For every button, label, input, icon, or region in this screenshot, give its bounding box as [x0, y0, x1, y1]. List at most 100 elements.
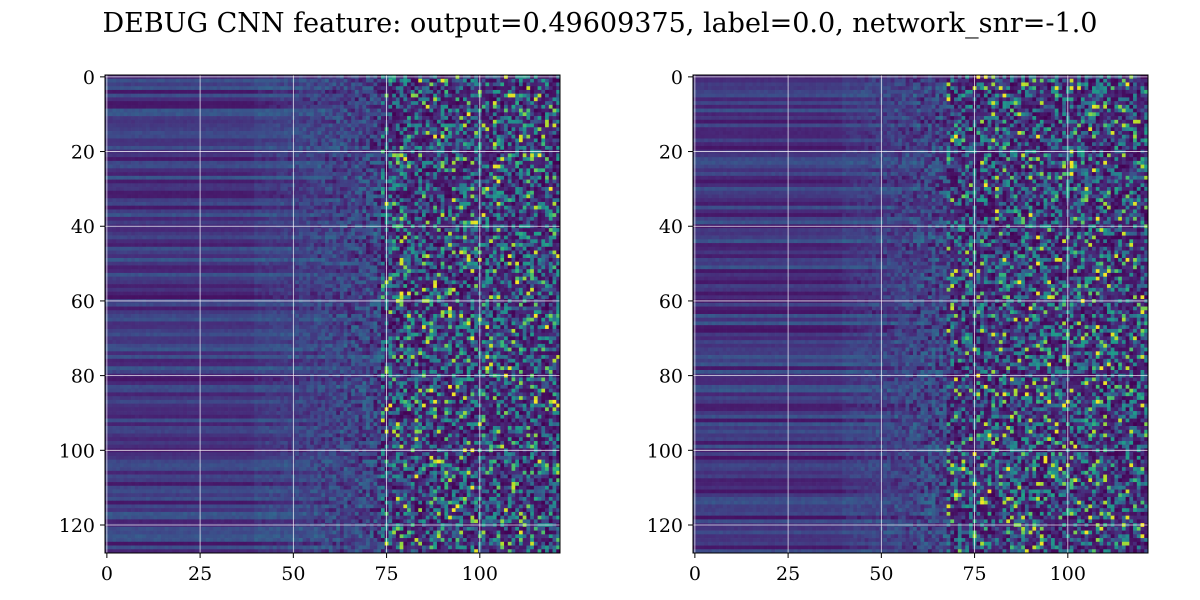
heatmap-cell [459, 86, 463, 90]
heatmap-cell [534, 79, 538, 83]
heatmap-cell [116, 109, 120, 113]
heatmap-cell [183, 86, 187, 90]
heatmap-cell [258, 79, 262, 83]
heatmap-cell [314, 105, 318, 109]
heatmap-cell [530, 101, 534, 105]
heatmap-cell [318, 79, 322, 83]
heatmap-cell [157, 112, 161, 116]
heatmap-cell [142, 116, 146, 120]
heatmap-cell [172, 116, 176, 120]
heatmap-cell [329, 82, 333, 86]
heatmap-cell [213, 101, 217, 105]
heatmap-cell [534, 101, 538, 105]
heatmap-cell [351, 112, 355, 116]
heatmap-cell [277, 86, 281, 90]
heatmap-cell [467, 112, 471, 116]
heatmap-cell [127, 97, 131, 101]
heatmap-cell [112, 116, 116, 120]
heatmap-cell [538, 86, 542, 90]
heatmap-cell [262, 97, 266, 101]
heatmap-cell [109, 90, 113, 94]
heatmap-cell [213, 105, 217, 109]
heatmap-cell [168, 86, 172, 90]
heatmap-cell [277, 79, 281, 83]
heatmap-cell [549, 109, 553, 113]
heatmap-cell [310, 90, 314, 94]
heatmap-cell [355, 105, 359, 109]
heatmap-cell [377, 97, 381, 101]
heatmap-cell [553, 97, 557, 101]
heatmap-cell [284, 109, 288, 113]
heatmap-cell [120, 97, 124, 101]
heatmap-cell [344, 82, 348, 86]
heatmap-cell [508, 82, 512, 86]
heatmap-cell [400, 109, 404, 113]
heatmap-cell [265, 112, 269, 116]
heatmap-cell [426, 101, 430, 105]
heatmap-cell [213, 112, 217, 116]
heatmap-cell [306, 82, 310, 86]
heatmap-cell [347, 82, 351, 86]
heatmap-cell [429, 82, 433, 86]
heatmap-cell [403, 90, 407, 94]
heatmap-cell [493, 90, 497, 94]
heatmap-cell [452, 94, 456, 98]
heatmap-cell [366, 94, 370, 98]
heatmap-cell [262, 90, 266, 94]
heatmap-cell [318, 105, 322, 109]
heatmap-cell [415, 101, 419, 105]
heatmap-cell [508, 94, 512, 98]
heatmap-cell [422, 97, 426, 101]
heatmap-cell [444, 109, 448, 113]
heatmap-cell [366, 101, 370, 105]
heatmap-cell [470, 109, 474, 113]
heatmap-cell [482, 94, 486, 98]
heatmap-cell [333, 82, 337, 86]
heatmap-cell [485, 101, 489, 105]
heatmap-cell [407, 109, 411, 113]
heatmap-cell [415, 97, 419, 101]
heatmap-cell [213, 86, 217, 90]
heatmap-cell [209, 109, 213, 113]
heatmap-cell [340, 90, 344, 94]
heatmap-cell [523, 101, 527, 105]
heatmap-cell [400, 94, 404, 98]
heatmap-cell [392, 112, 396, 116]
heatmap-cell [392, 101, 396, 105]
heatmap-cell [288, 112, 292, 116]
heatmap-cell [441, 86, 445, 90]
heatmap-cell [131, 101, 135, 105]
heatmap-cell [415, 109, 419, 113]
heatmap-cell [426, 105, 430, 109]
heatmap-cell [217, 94, 221, 98]
heatmap-cell [247, 90, 251, 94]
heatmap-cell [146, 116, 150, 120]
heatmap-cell [407, 90, 411, 94]
heatmap-cell [351, 109, 355, 113]
heatmap-cell [288, 90, 292, 94]
heatmap-cell [541, 97, 545, 101]
heatmap-cell [515, 109, 519, 113]
heatmap-cell [515, 101, 519, 105]
heatmap-cell [392, 90, 396, 94]
heatmap-cell [467, 79, 471, 83]
heatmap-cell [314, 82, 318, 86]
heatmap-cell [500, 105, 504, 109]
heatmap-cell [157, 82, 161, 86]
heatmap-cell [407, 86, 411, 90]
heatmap-cell [407, 112, 411, 116]
heatmap-cell [347, 94, 351, 98]
heatmap-cell [426, 94, 430, 98]
heatmap-cell [228, 101, 232, 105]
heatmap-cell [519, 82, 523, 86]
heatmap-cell [116, 82, 120, 86]
heatmap-cell [265, 86, 269, 90]
heatmap-cell [526, 90, 530, 94]
heatmap-cell [116, 105, 120, 109]
heatmap-cell [344, 94, 348, 98]
heatmap-cell [553, 101, 557, 105]
heatmap-cell [467, 105, 471, 109]
heatmap-cell [232, 86, 236, 90]
heatmap-cell [422, 101, 426, 105]
heatmap-cell [366, 82, 370, 86]
